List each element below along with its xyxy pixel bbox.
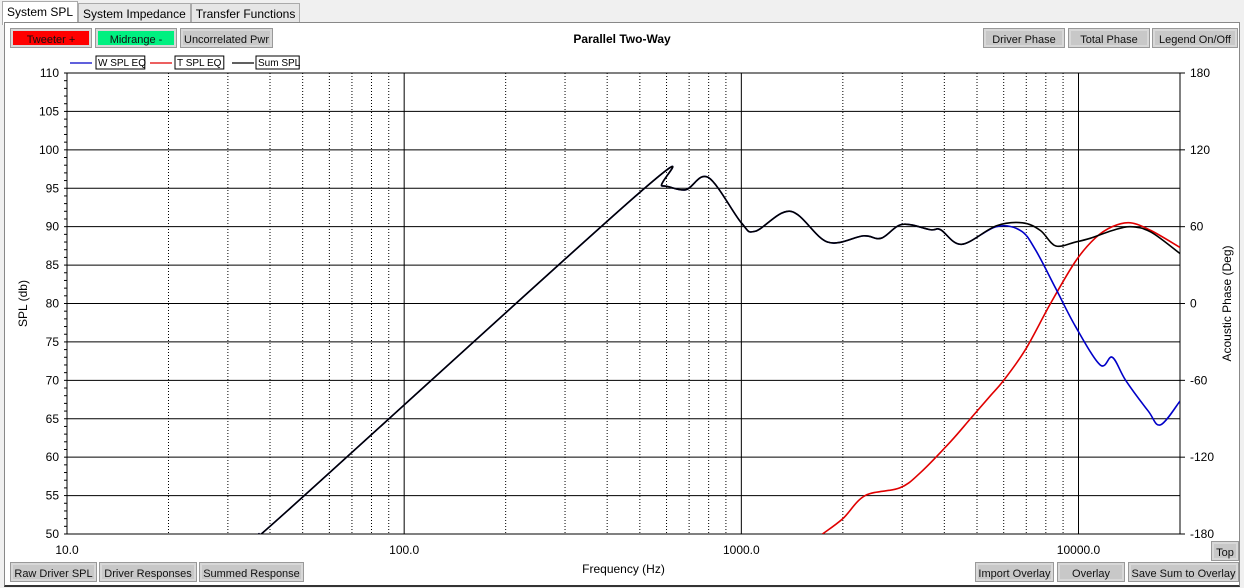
summed-response-button[interactable]: Summed Response: [199, 562, 304, 582]
x-tick-label: 10000.0: [1057, 543, 1101, 557]
x-axis-label: Frequency (Hz): [582, 562, 665, 576]
y-tick-label: 110: [40, 66, 59, 80]
y-axis-label: SPL (db): [16, 280, 30, 327]
tab-system-spl[interactable]: System SPL: [2, 1, 79, 25]
y-tick-label: 80: [46, 297, 60, 311]
legend-label: W SPL EQ: [98, 58, 146, 69]
y2-tick-label: 0: [1190, 297, 1197, 311]
tweeter-button[interactable]: Tweeter +: [10, 28, 92, 48]
y2-tick-label: 120: [1190, 143, 1210, 157]
y-tick-label: 50: [46, 527, 60, 541]
chart-panel: [4, 22, 1240, 587]
tab-transfer-functions[interactable]: Transfer Functions: [190, 3, 301, 24]
series-line-w-spl-eq: [257, 165, 1180, 534]
y-tick-label: 60: [46, 450, 60, 464]
series-line-sum-spl: [257, 165, 1180, 534]
y2-tick-label: -180: [1190, 527, 1214, 541]
y-tick-label: 70: [46, 373, 60, 387]
midrange-button[interactable]: Midrange -: [95, 28, 177, 48]
driver-phase-button[interactable]: Driver Phase: [983, 28, 1065, 48]
save-sum-to-overlay-button[interactable]: Save Sum to Overlay: [1128, 562, 1239, 582]
legend-toggle-button[interactable]: Legend On/Off: [1152, 28, 1238, 48]
top-button[interactable]: Top: [1211, 541, 1239, 561]
x-tick-label: 1000.0: [723, 543, 760, 557]
series-line-t-spl-eq: [821, 221, 1180, 534]
plot-frame: [66, 72, 1181, 535]
legend-box: [255, 55, 300, 70]
raw-driver-spl-button[interactable]: Raw Driver SPL: [10, 562, 97, 582]
x-tick-label: 100.0: [389, 543, 419, 557]
y2-tick-label: -60: [1190, 373, 1208, 387]
y-tick-label: 65: [46, 412, 60, 426]
y2-axis-label: Acoustic Phase (Deg): [1220, 245, 1234, 361]
legend-label: Sum SPL: [258, 58, 301, 69]
y-tick-label: 55: [46, 489, 60, 503]
chart-title: Parallel Two-Way: [573, 32, 671, 46]
total-phase-button[interactable]: Total Phase: [1068, 28, 1150, 48]
legend-box: [95, 55, 146, 70]
y-tick-label: 75: [46, 335, 60, 349]
y-tick-label: 90: [46, 220, 60, 234]
y-tick-label: 95: [46, 181, 60, 195]
y2-tick-label: 180: [1190, 66, 1210, 80]
x-tick-label: 10.0: [55, 543, 79, 557]
tab-system-impedance[interactable]: System Impedance: [78, 3, 191, 24]
y2-tick-label: -120: [1190, 450, 1214, 464]
overlay-button[interactable]: Overlay: [1057, 562, 1125, 582]
y-tick-label: 105: [39, 104, 59, 118]
import-overlay-button[interactable]: Import Overlay: [975, 562, 1054, 582]
uncorrelated-pwr-button[interactable]: Uncorrelated Pwr: [180, 28, 273, 48]
legend-label: T SPL EQ: [177, 58, 222, 69]
driver-responses-button[interactable]: Driver Responses: [99, 562, 197, 582]
tab-bar: System SPL System Impedance Transfer Fun…: [2, 1, 301, 25]
legend-box: [174, 55, 225, 70]
y-tick-label: 100: [39, 143, 59, 157]
y-tick-label: 85: [46, 258, 60, 272]
y2-tick-label: 60: [1190, 220, 1204, 234]
